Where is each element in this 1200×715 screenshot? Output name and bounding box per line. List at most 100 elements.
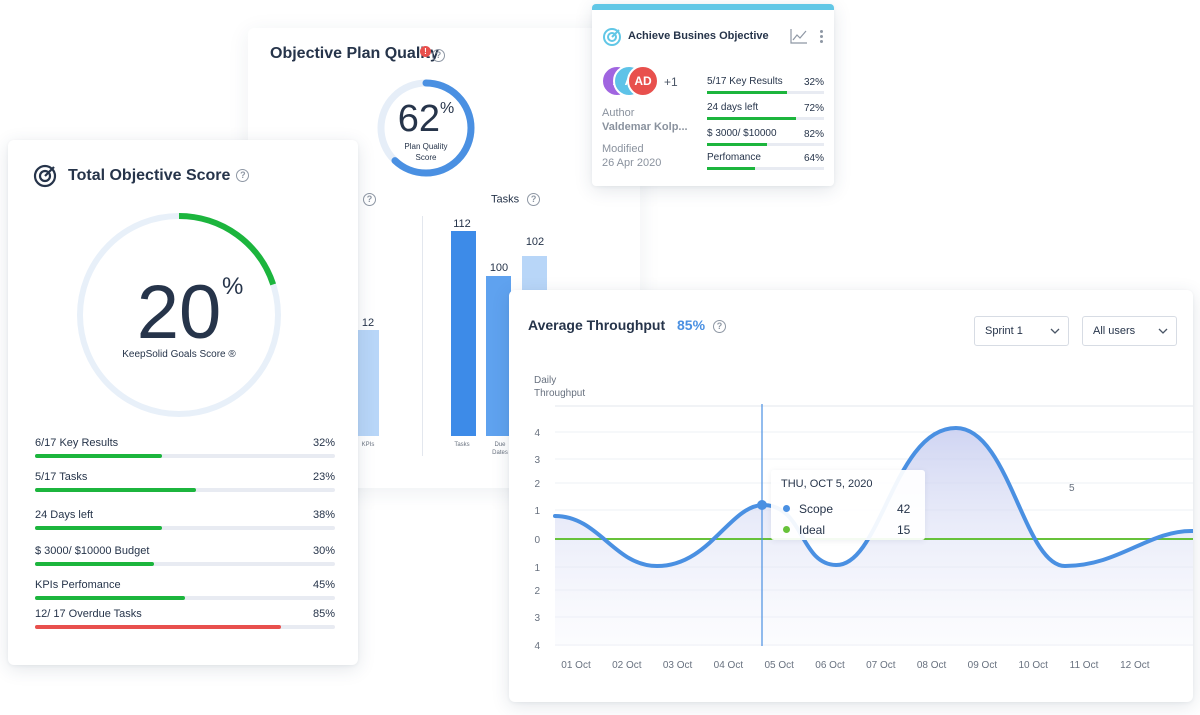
throughput-title: Average Throughput (528, 317, 666, 333)
y-tick-label: 4 (534, 641, 540, 652)
score-metric: $ 3000/ $10000 Budget 30% (35, 545, 335, 569)
bar-value: 12 (361, 317, 375, 329)
author-value: Valdemar Kolp... (602, 121, 688, 133)
divider (422, 216, 423, 456)
y-tick-label: 2 (534, 586, 540, 597)
x-tick-label: 03 Oct (663, 660, 693, 671)
tasks-label: Tasks? (491, 193, 541, 206)
total-score-gauge (77, 213, 281, 417)
objective-title[interactable]: Achieve Busines Objective (628, 30, 769, 42)
objective-card[interactable]: Achieve Busines Objective A A AD +1 Auth… (592, 4, 834, 186)
throughput-card: Average Throughput 85% ? Sprint 1 All us… (509, 290, 1193, 702)
progress-fill (35, 454, 162, 458)
objective-metric: $ 3000/ $10000 82% (707, 128, 824, 150)
objective-metric: 5/17 Key Results 32% (707, 76, 824, 98)
author-label: Author (602, 107, 635, 119)
plan-quality-gauge (377, 79, 475, 177)
score-metric: 24 Days left 38% (35, 509, 335, 533)
x-tick-label: 06 Oct (815, 660, 845, 671)
tooltip-name: Scope (799, 502, 834, 516)
objective-metric: Perfomance 64% (707, 152, 824, 174)
x-tick-label: 10 Oct (1018, 660, 1048, 671)
score-metric: 6/17 Key Results 32% (35, 437, 335, 461)
bar-value: 100 (489, 262, 509, 274)
y-tick-label: 2 (534, 479, 540, 490)
total-score-label: KeepSolid Goals Score ® (122, 349, 236, 360)
y-tick-label: 1 (534, 506, 540, 517)
plan-quality-title: Objective Plan Quality (270, 45, 439, 62)
x-tick-label: 08 Oct (917, 660, 947, 671)
throughput-value: 85% (677, 317, 706, 333)
progress-fill (35, 526, 162, 530)
sprint-select[interactable]: Sprint 1 (974, 316, 1069, 346)
score-metric: 5/17 Tasks 23% (35, 471, 335, 495)
x-tick-label: 09 Oct (968, 660, 998, 671)
chart-tooltip: THU, OCT 5, 2020 Scope 42 Ideal 15 (771, 470, 925, 540)
chevron-down-icon (1158, 328, 1168, 334)
x-tick-label: 05 Oct (764, 660, 794, 671)
progress-fill (35, 488, 196, 492)
alert-badge: ! (420, 46, 431, 57)
modified-value: 26 Apr 2020 (602, 157, 662, 169)
help-icon[interactable]: ? (713, 320, 726, 333)
y-tick-label: 0 (534, 535, 540, 546)
progress-fill (707, 167, 755, 170)
cursor-point (757, 500, 767, 510)
help-icon[interactable]: ? (527, 193, 541, 206)
total-score-value: 20 (136, 270, 222, 355)
progress-fill (35, 596, 185, 600)
y-axis-label: Daily Throughput (534, 375, 586, 399)
bar-tasks[interactable] (451, 231, 476, 436)
progress-fill (35, 562, 154, 566)
help-icon[interactable]: ? (236, 169, 250, 183)
progress-fill (707, 91, 787, 94)
tooltip-value: 15 (897, 523, 911, 537)
bar-label: Due Dates (492, 442, 508, 456)
users-select[interactable]: All users (1082, 316, 1177, 346)
help-icon[interactable]: ? (363, 193, 376, 206)
score-metric: 12/ 17 Overdue Tasks 85% (35, 608, 335, 632)
tooltip-value: 42 (897, 502, 911, 516)
x-tick-label: 12 Oct (1120, 660, 1150, 671)
y-tick-label: 4 (534, 428, 540, 439)
more-options-icon[interactable] (818, 28, 824, 44)
tooltip-name: Ideal (799, 523, 826, 537)
bar-due-dates[interactable] (486, 276, 511, 436)
more-users-count[interactable]: +1 (664, 75, 678, 89)
chevron-down-icon (1050, 328, 1060, 334)
avatar[interactable]: AD (627, 65, 659, 97)
bar-label: KPIs (361, 442, 375, 448)
bar-value: 112 (453, 218, 471, 230)
target-icon (33, 164, 57, 188)
target-icon (603, 28, 621, 46)
modified-label: Modified (602, 143, 644, 155)
total-score-title: Total Objective Score? (68, 167, 250, 185)
x-tick-label: 07 Oct (866, 660, 896, 671)
objective-metric: 24 days left 72% (707, 102, 824, 124)
progress-fill (707, 143, 767, 146)
x-tick-label: 11 Oct (1070, 660, 1099, 671)
bar-label: Tasks (454, 442, 470, 448)
x-tick-label: 04 Oct (714, 660, 744, 671)
plan-quality-label: Plan Quality Score (404, 142, 448, 162)
y-tick-label: 3 (534, 455, 540, 466)
y-tick-label: 1 (534, 563, 540, 574)
plan-quality-value: 62% (397, 98, 455, 140)
line-chart-icon[interactable] (790, 28, 808, 44)
scope-dot (783, 505, 790, 512)
tooltip-date: THU, OCT 5, 2020 (781, 478, 873, 490)
bar-kpis[interactable] (356, 330, 379, 436)
x-tick-label: 01 Oct (561, 660, 591, 671)
total-score-card: Total Objective Score? 20 % KeepSolid Go… (8, 140, 358, 665)
total-score-unit: % (222, 273, 244, 300)
progress-fill (35, 625, 281, 629)
scope-line (553, 425, 1193, 569)
ideal-dot (783, 526, 790, 533)
x-tick-label: 02 Oct (612, 660, 642, 671)
help-icon[interactable]: ? (432, 49, 445, 62)
progress-fill (707, 117, 796, 120)
bar-value: 102 (525, 236, 545, 248)
stray-label: 5 (1069, 483, 1075, 494)
y-tick-label: 3 (534, 613, 540, 624)
score-metric: KPIs Perfomance 45% (35, 579, 335, 603)
